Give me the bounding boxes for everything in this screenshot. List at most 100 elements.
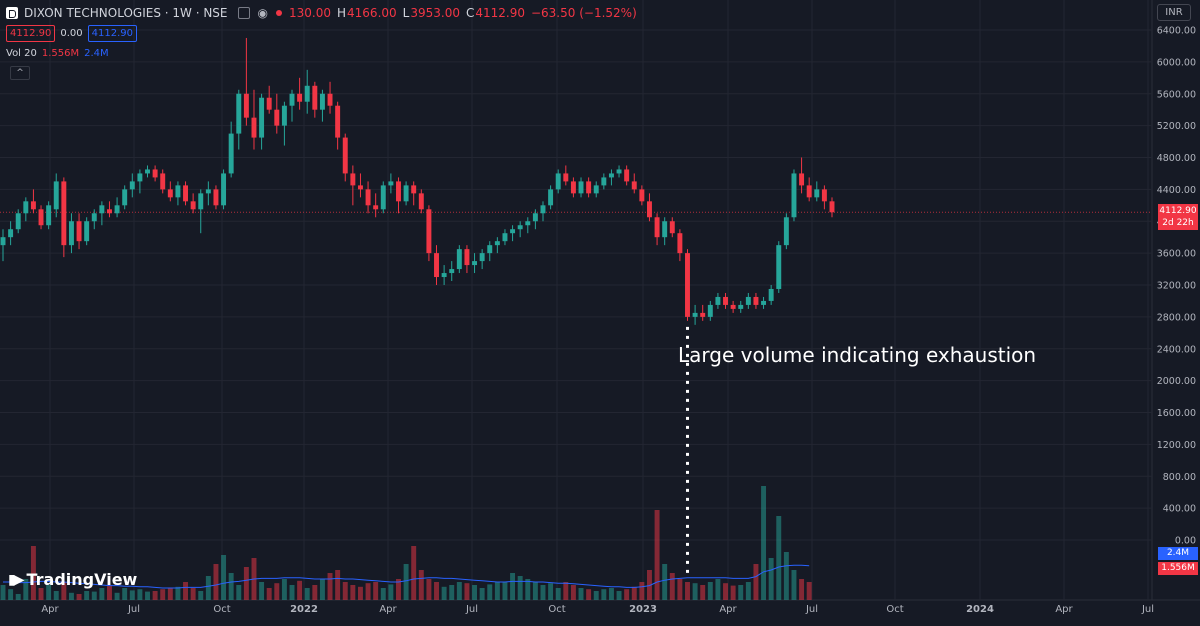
candle-body — [677, 233, 683, 254]
candle-body — [494, 241, 500, 246]
volume-bar — [738, 585, 744, 600]
volume-bar — [15, 594, 21, 600]
candle-body — [745, 296, 751, 305]
volume-bar — [768, 558, 774, 600]
candle-body — [350, 173, 356, 186]
volume-bar — [183, 582, 189, 600]
volume-bar — [616, 591, 622, 600]
candle-body — [776, 245, 782, 289]
candle-body — [806, 185, 812, 198]
volume-bar — [107, 585, 112, 600]
volume-bar — [274, 583, 280, 600]
volume-bar — [646, 570, 652, 600]
volume-bar — [76, 594, 82, 600]
candle-body — [548, 189, 554, 206]
candle-body — [738, 304, 744, 309]
candle-body — [114, 205, 120, 214]
candle-body — [183, 185, 189, 202]
candle-body — [761, 300, 767, 305]
volume-bar — [479, 588, 485, 600]
volume-bar — [806, 582, 812, 600]
candle-body — [396, 181, 401, 202]
candle-body — [129, 181, 135, 190]
candle-body — [768, 288, 774, 301]
candle-body — [243, 93, 249, 118]
last-price-label: 4112.90 2d 22h — [1158, 204, 1198, 231]
candle-body — [68, 221, 74, 246]
sell-price-box[interactable]: 4112.90 — [6, 25, 56, 42]
volume-bar — [662, 564, 668, 600]
price-tick-label: 3200.00 — [1157, 281, 1196, 292]
volume-bar — [608, 588, 614, 600]
currency-label[interactable]: INR — [1157, 4, 1191, 21]
time-tick-label: Apr — [379, 604, 397, 615]
candle-body — [319, 93, 325, 110]
volume-bar — [624, 589, 630, 600]
candle-body — [783, 217, 789, 246]
volume-bar — [494, 582, 500, 600]
price-tick-label: 1600.00 — [1157, 408, 1196, 419]
candle-body — [418, 193, 424, 210]
candle-body — [266, 97, 272, 110]
candle-body — [692, 312, 698, 317]
price-tick-label: 2800.00 — [1157, 312, 1196, 323]
candle-body — [464, 249, 470, 266]
candle-body — [137, 173, 143, 182]
candle-body — [99, 205, 105, 214]
symbol-title[interactable]: DIXON TECHNOLOGIES · 1W · NSE — [24, 6, 228, 20]
candle-body — [411, 185, 417, 194]
buy-price-box[interactable]: 4112.90 — [87, 25, 137, 42]
candle-body — [456, 249, 462, 270]
volume-bar — [99, 588, 105, 600]
volume-bar — [259, 582, 265, 600]
price-tick-label: 4400.00 — [1157, 185, 1196, 196]
candle-body — [84, 221, 90, 242]
volume-bar — [464, 583, 470, 600]
volume-bar — [578, 588, 584, 600]
compare-icon[interactable] — [237, 7, 250, 19]
volume-bar — [205, 576, 211, 600]
candle-body — [570, 181, 576, 194]
candle-body — [479, 253, 485, 262]
volume-bar — [53, 591, 59, 600]
volume-bar — [122, 588, 128, 600]
low-value: 3953.00 — [410, 6, 460, 20]
candle-body — [274, 109, 280, 126]
volume-bar — [449, 585, 455, 600]
volume-value: 1.556M — [41, 48, 80, 59]
candle-body — [30, 201, 36, 210]
volume-bar — [327, 573, 333, 600]
price-tick-label: 2400.00 — [1157, 344, 1196, 355]
tradingview-watermark: ▮▶ TradingView — [8, 570, 137, 589]
volume-bar — [289, 585, 295, 600]
last-price-text: 4112.90 — [1159, 206, 1197, 217]
watermark-text: TradingView — [26, 570, 138, 589]
volume-indicator-label[interactable]: Vol 20 — [6, 48, 37, 59]
volume-bar — [601, 589, 607, 600]
time-tick-label: Jul — [1141, 604, 1154, 615]
collapse-legend-button[interactable]: ^ — [10, 66, 30, 80]
volume-bar — [723, 583, 728, 600]
candle-body — [38, 209, 44, 226]
volume-bar — [129, 590, 135, 600]
volume-bar — [517, 576, 523, 600]
volume-bar — [783, 552, 789, 600]
volume-bar — [46, 585, 52, 600]
candle-body — [799, 173, 805, 186]
candle-body — [23, 201, 29, 214]
candle-body — [403, 185, 409, 202]
time-tick-label: Apr — [1055, 604, 1073, 615]
market-status-dot — [276, 10, 282, 16]
candle-body — [0, 237, 6, 246]
tradingview-logo-icon: ▮▶ — [8, 571, 25, 588]
candle-body — [107, 209, 112, 214]
candle-body — [540, 205, 546, 214]
volume-ma-line — [3, 564, 810, 589]
candle-body — [631, 181, 637, 190]
price-tick-label: 5200.00 — [1157, 121, 1196, 132]
volume-bar — [152, 591, 158, 600]
volume-bar — [776, 516, 782, 600]
eye-icon[interactable]: ◉ — [257, 6, 268, 20]
candle-body — [312, 85, 318, 110]
